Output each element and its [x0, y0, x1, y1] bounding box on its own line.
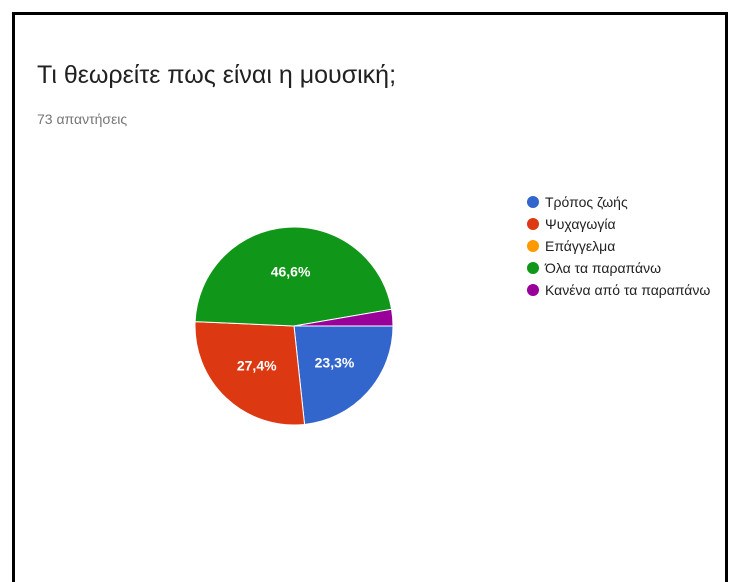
pie-slice-2[interactable] [194, 321, 306, 426]
legend-swatch [527, 262, 539, 274]
legend-item[interactable]: Όλα τα παραπάνω [527, 257, 710, 279]
chart-title: Τι θεωρείτε πως είναι η μουσική; [37, 61, 397, 89]
pie-slice-5[interactable] [293, 308, 394, 327]
pie-slice-4[interactable] [194, 226, 393, 327]
legend-label: Επάγγελμα [545, 238, 616, 254]
legend-swatch [527, 240, 539, 252]
chart-legend: Τρόπος ζωής Ψυχαγωγία Επάγγελμα Όλα τα παρα… [527, 191, 710, 301]
legend-item[interactable]: Επάγγελμα [527, 235, 710, 257]
slice-label-4: 46,6% [271, 264, 311, 280]
response-count: 73 απαντήσεις [37, 111, 128, 127]
legend-label: Όλα τα παραπάνω [545, 260, 662, 276]
legend-swatch [527, 218, 539, 230]
slice-label-1: 23,3% [315, 354, 355, 370]
legend-label: Ψυχαγωγία [545, 216, 616, 232]
legend-swatch [527, 196, 539, 208]
slice-label-2: 27,4% [237, 358, 277, 374]
pie-chart: 23,3% 27,4% 46,6% [194, 226, 394, 426]
legend-label: Κανένα από τα παραπάνω [545, 282, 711, 298]
legend-label: Τρόπος ζωής [545, 194, 628, 210]
legend-swatch [527, 284, 539, 296]
chart-card: Τι θεωρείτε πως είναι η μουσική; 73 απαν… [12, 12, 728, 582]
legend-item[interactable]: Ψυχαγωγία [527, 213, 710, 235]
legend-item[interactable]: Τρόπος ζωής [527, 191, 710, 213]
legend-item[interactable]: Κανένα από τα παραπάνω [527, 279, 710, 301]
pie-slice-1[interactable] [293, 325, 394, 425]
